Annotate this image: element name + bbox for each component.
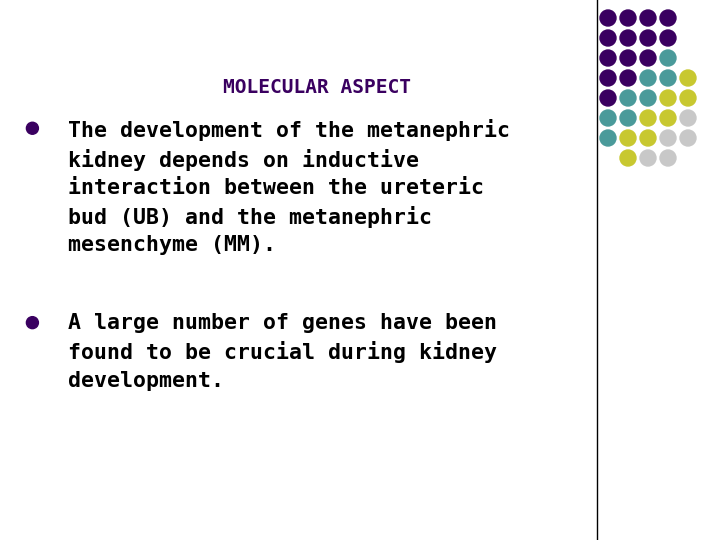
Circle shape xyxy=(640,130,656,146)
Circle shape xyxy=(620,110,636,126)
Circle shape xyxy=(640,50,656,66)
Text: A large number of genes have been
found to be crucial during kidney
development.: A large number of genes have been found … xyxy=(68,313,498,390)
Circle shape xyxy=(27,122,38,134)
Text: The development of the metanephric
kidney depends on inductive
interaction betwe: The development of the metanephric kidne… xyxy=(68,119,510,255)
Text: MOLECULAR ASPECT: MOLECULAR ASPECT xyxy=(222,78,411,97)
Circle shape xyxy=(680,70,696,86)
Circle shape xyxy=(620,150,636,166)
Circle shape xyxy=(640,110,656,126)
Circle shape xyxy=(600,10,616,26)
Circle shape xyxy=(660,130,676,146)
Circle shape xyxy=(600,130,616,146)
Circle shape xyxy=(660,70,676,86)
Circle shape xyxy=(620,70,636,86)
Circle shape xyxy=(660,110,676,126)
Circle shape xyxy=(600,30,616,46)
Circle shape xyxy=(620,130,636,146)
Circle shape xyxy=(660,50,676,66)
Circle shape xyxy=(660,150,676,166)
Circle shape xyxy=(680,110,696,126)
Circle shape xyxy=(620,30,636,46)
Circle shape xyxy=(640,70,656,86)
Circle shape xyxy=(27,316,38,329)
Circle shape xyxy=(680,130,696,146)
Circle shape xyxy=(600,70,616,86)
Circle shape xyxy=(620,10,636,26)
Circle shape xyxy=(640,10,656,26)
Circle shape xyxy=(600,50,616,66)
Circle shape xyxy=(660,90,676,106)
Circle shape xyxy=(620,50,636,66)
Circle shape xyxy=(620,90,636,106)
Circle shape xyxy=(640,30,656,46)
Circle shape xyxy=(600,110,616,126)
Circle shape xyxy=(680,90,696,106)
Circle shape xyxy=(660,10,676,26)
Circle shape xyxy=(640,150,656,166)
Circle shape xyxy=(660,30,676,46)
Circle shape xyxy=(600,90,616,106)
Circle shape xyxy=(640,90,656,106)
